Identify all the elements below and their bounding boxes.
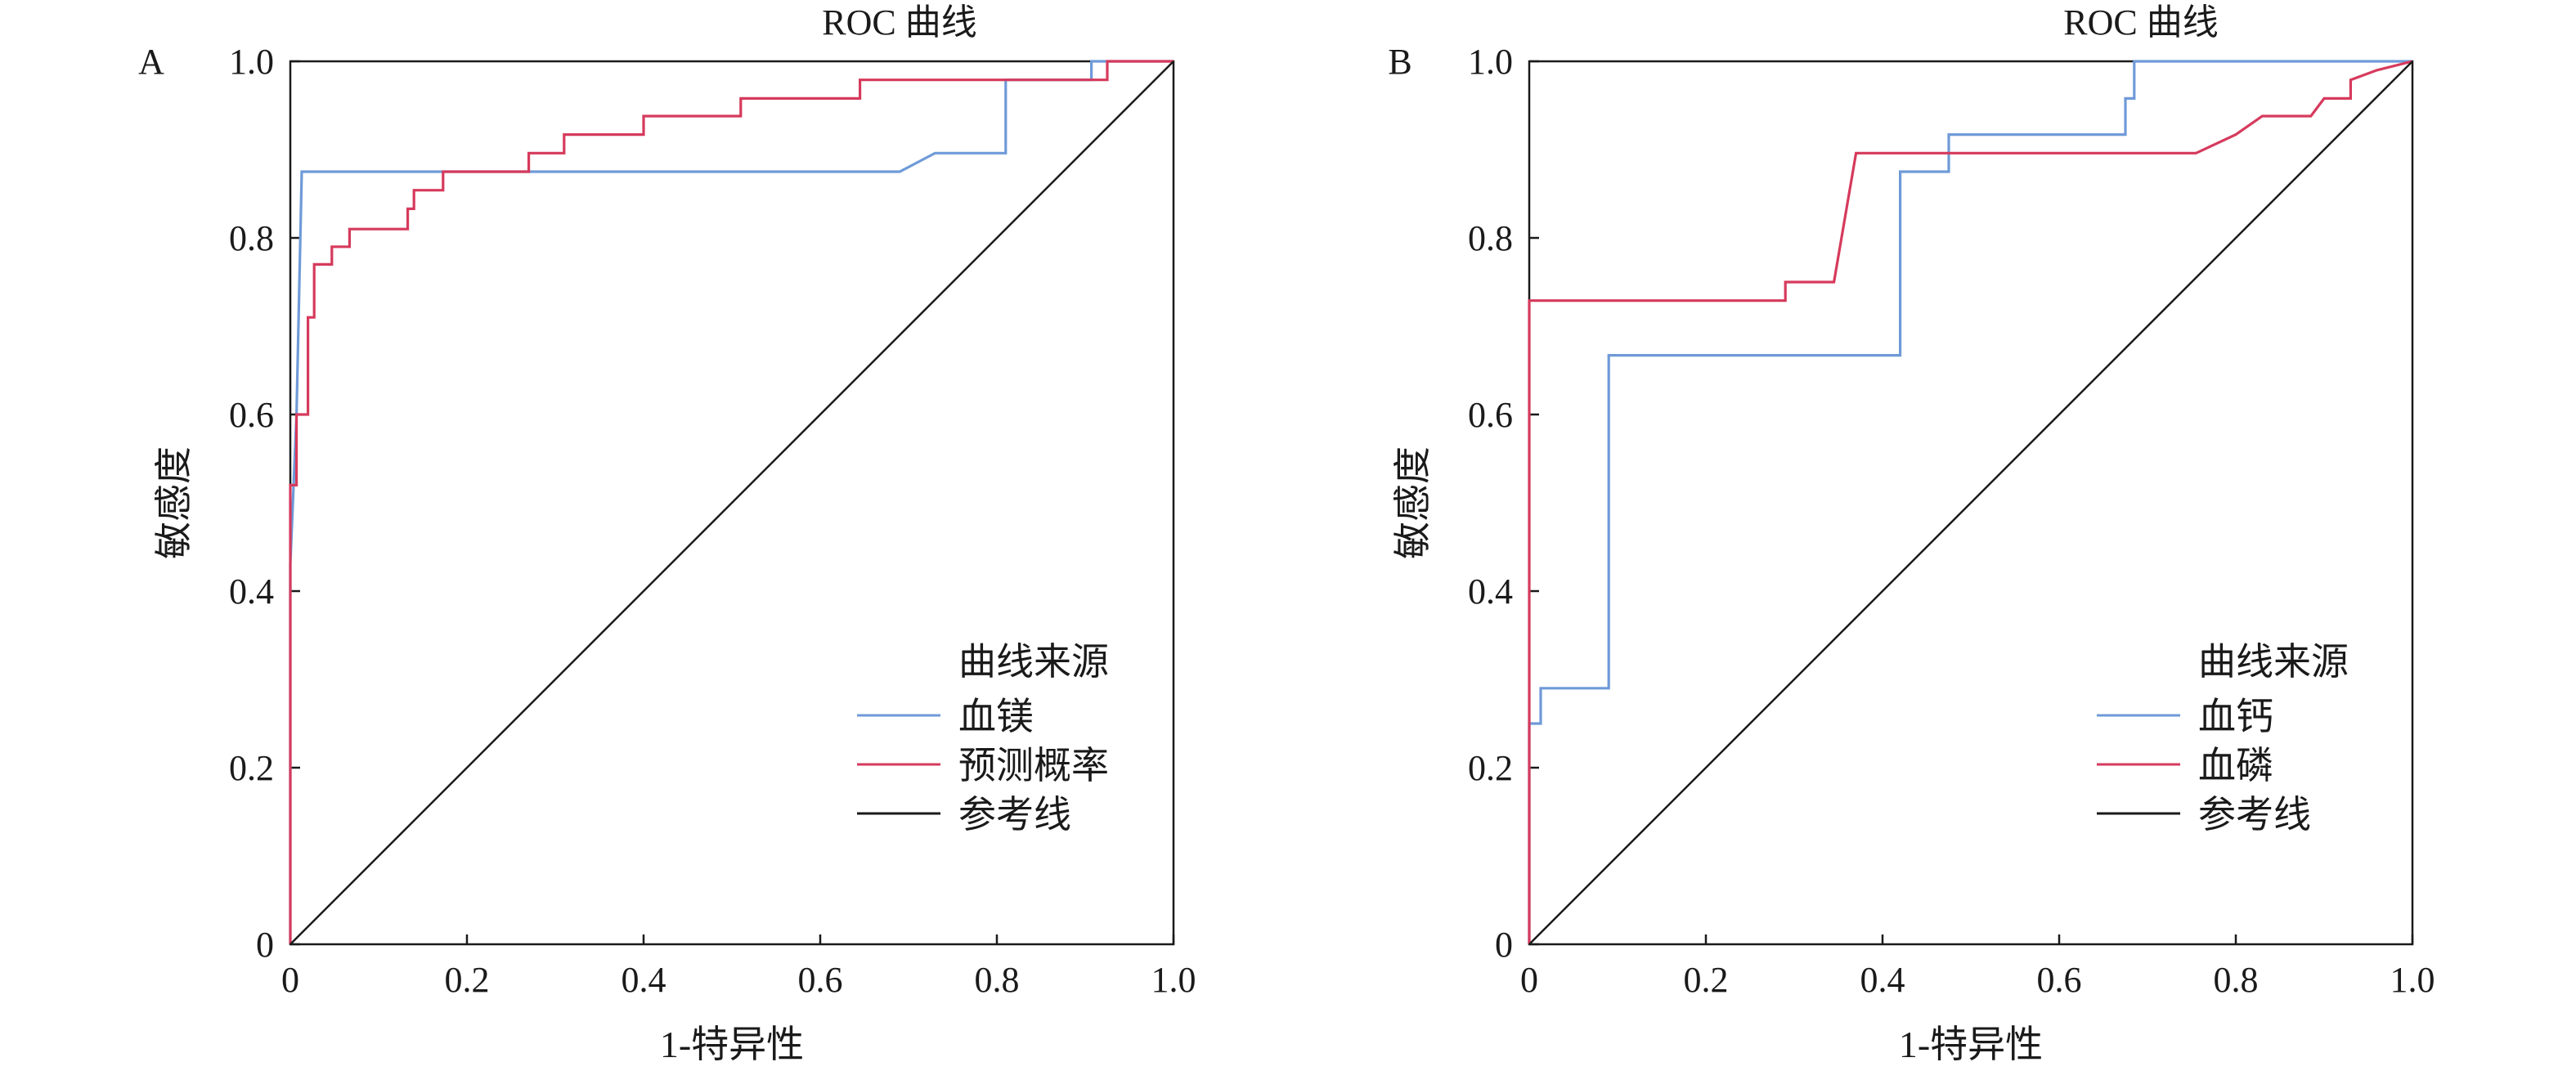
panel-b-legend: 曲线来源 血钙 血磷 参考线 [2097,641,2349,836]
panel-a-x-tick-label: 0.8 [975,960,1020,1000]
panel-b-letter: B [1388,42,1411,82]
panel-b-x-tick-label: 0 [1520,960,1538,1000]
panel-a-x-tick-label: 0.2 [445,960,490,1000]
panel-a-series-line-2 [289,60,1174,944]
panel-a-title: ROC 曲线 [822,2,976,43]
panel-b-x-tick-label: 0.4 [1860,960,1905,1000]
panel-b-y-tick-label: 0.6 [1468,395,1513,435]
panel-a-x-tick-label: 0.4 [622,960,666,1000]
panel-b-series-line-3 [1528,60,2413,945]
panel-a-y-tick-label: 1.0 [229,42,274,82]
panel-a-x-axis-label: 1-特异性 [660,1024,804,1065]
panel-b-legend-label-2: 血磷 [2198,745,2273,786]
panel-b-x-tick-label: 0.6 [2037,960,2082,1000]
panel-a-x-tick-label: 0 [281,960,299,1000]
panel-a-series [289,60,1174,945]
panel-b-x-tick-label: 1.0 [2390,960,2435,1000]
panel-a-y-tick-label: 0.2 [229,748,274,788]
panel-b-series-line-2 [1528,60,2413,944]
panel-a-ticks: 0 0.2 0.4 0.6 0.8 1.0 0 0.2 0.4 0.6 0.8 1.0 [229,42,1196,1000]
panel-a-legend-label-1: 血镁 [958,696,1034,737]
panel-a-series-line-1 [289,60,1174,944]
panel-a-x-tick-label: 0.6 [798,960,843,1000]
panel-b-y-tick-label: 1.0 [1468,42,1513,82]
panel-b-legend-title: 曲线来源 [2198,641,2349,683]
panel-b-x-tick-label: 0.8 [2214,960,2259,1000]
panel-a-y-axis-label: 敏感度 [153,446,195,559]
panel-a-y-tick-label: 0.6 [229,395,274,435]
panel-b-x-axis-label: 1-特异性 [1899,1024,2043,1065]
panel-b-series [1528,60,2413,945]
panel-a: A ROC 曲线 1-特异性 敏感度 0 0.2 0.4 0.6 0.8 1.000.20… [138,2,1196,1065]
panel-b-title: ROC 曲线 [2063,2,2218,43]
panel-a-x-tick-label: 1.0 [1151,960,1196,1000]
panel-a-y-tick-label: 0.4 [229,571,274,612]
panel-b-y-tick-label: 0.2 [1468,748,1513,788]
panel-a-series-line-3 [289,60,1174,945]
panel-b-legend-label-3: 参考线 [2198,794,2311,836]
panel-a-legend-label-3: 参考线 [958,794,1071,836]
panel-b-y-tick-label: 0.4 [1468,571,1513,612]
panel-a-legend-label-2: 预测概率 [958,745,1109,786]
panel-a-y-tick-label: 0 [256,925,274,965]
panel-a-letter: A [138,42,164,82]
panel-a-legend: 曲线来源 血镁 预测概率 参考线 [857,641,1109,836]
panel-b-legend-label-1: 血钙 [2198,696,2273,737]
panel-b-y-axis-label: 敏感度 [1392,446,1434,559]
panel-b-series-line-1 [1528,60,2412,944]
panel-b: B ROC 曲线 1-特异性 敏感度 0 0.2 0.4 0.6 0.8 1.000.20… [1388,2,2435,1065]
panel-a-legend-title: 曲线来源 [958,641,1109,683]
panel-b-ticks: 0 0.2 0.4 0.6 0.8 1.0 0 0.2 0.4 0.6 0.8 1.0 [1468,42,2435,1000]
panel-b-y-tick-label: 0.8 [1468,218,1513,258]
panel-a-y-tick-label: 0.8 [229,218,274,258]
panel-b-x-tick-label: 0.2 [1684,960,1729,1000]
panel-b-y-tick-label: 0 [1495,925,1513,965]
